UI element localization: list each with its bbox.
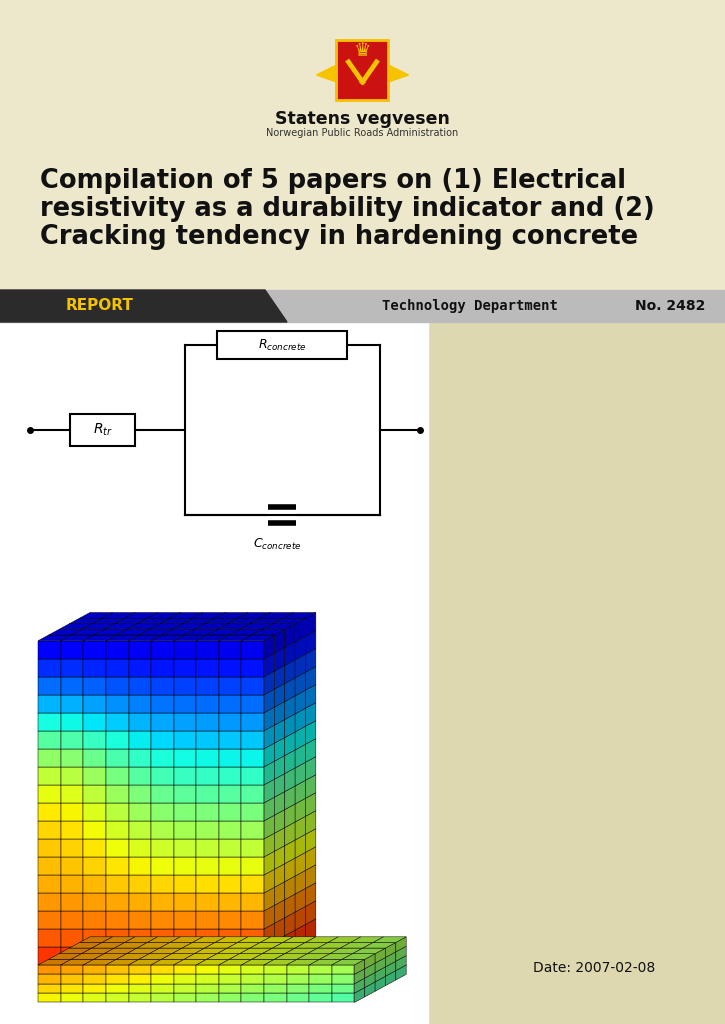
Polygon shape	[0, 290, 287, 322]
Text: Compilation of 5 papers on (1) Electrical: Compilation of 5 papers on (1) Electrica…	[40, 168, 626, 194]
Text: Norwegian Public Roads Administration: Norwegian Public Roads Administration	[266, 128, 459, 138]
Bar	[0, 322, 428, 1024]
Text: REPORT: REPORT	[66, 299, 134, 313]
Bar	[428, 322, 725, 1024]
Bar	[218, 331, 347, 359]
Bar	[70, 414, 135, 446]
Text: $R_{tr}$: $R_{tr}$	[93, 422, 112, 438]
Bar	[0, 290, 725, 322]
Polygon shape	[317, 65, 336, 82]
Text: No. 2482: No. 2482	[635, 299, 705, 313]
Text: Cracking tendency in hardening concrete: Cracking tendency in hardening concrete	[40, 224, 638, 250]
Text: Technology Department: Technology Department	[382, 299, 558, 313]
Text: Statens vegvesen: Statens vegvesen	[275, 110, 450, 128]
Text: ♛: ♛	[354, 41, 371, 59]
Text: $C_{concrete}$: $C_{concrete}$	[253, 537, 302, 552]
Polygon shape	[389, 65, 408, 82]
Bar	[336, 40, 389, 100]
Text: Date: 2007-02-08: Date: 2007-02-08	[534, 961, 655, 975]
Text: $R_{concrete}$: $R_{concrete}$	[258, 338, 307, 352]
Text: resistivity as a durability indicator and (2): resistivity as a durability indicator an…	[40, 196, 655, 222]
Bar	[336, 40, 389, 100]
